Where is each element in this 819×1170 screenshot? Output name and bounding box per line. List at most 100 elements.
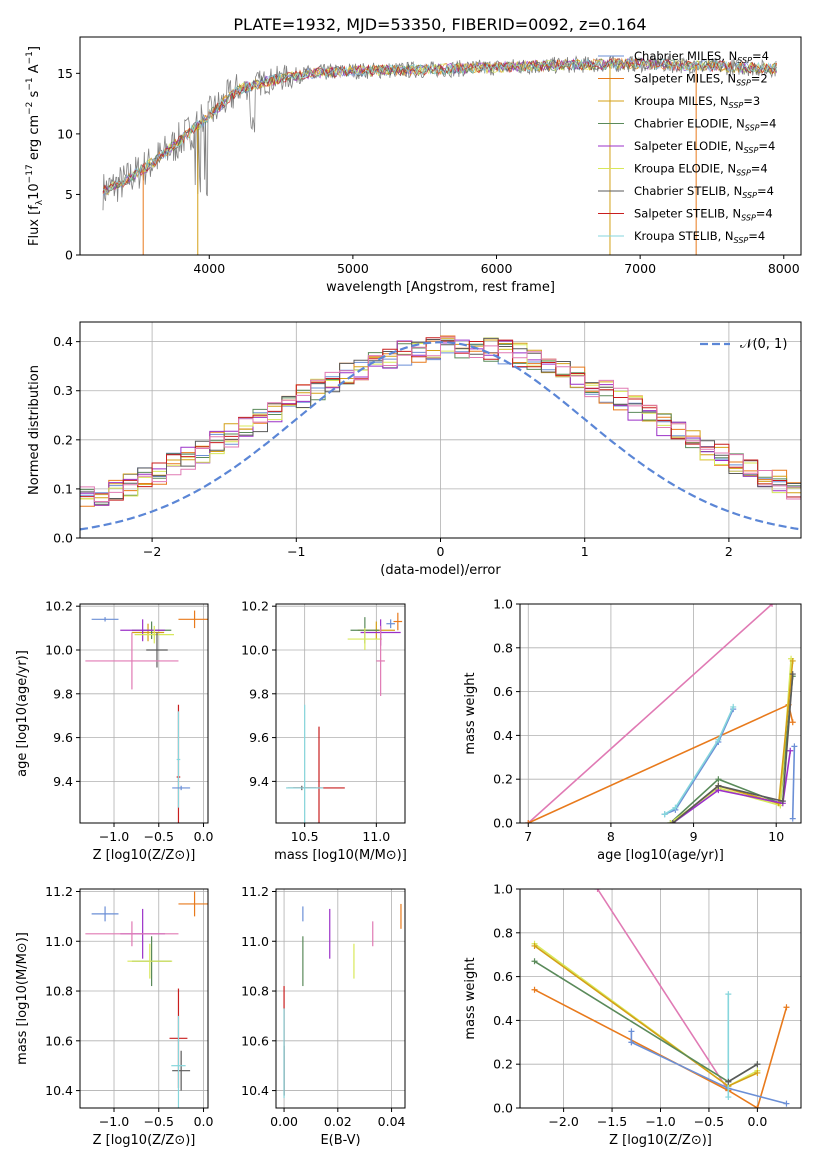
y-tick-label: 9.6 bbox=[249, 730, 269, 745]
model-spectrum-line bbox=[102, 57, 777, 195]
x-tick-label: −0.5 bbox=[694, 1114, 724, 1129]
y-tick-label: 9.4 bbox=[53, 774, 73, 789]
legend-label: Salpeter ELODIE, NSSP=4 bbox=[634, 139, 775, 155]
weight-marker bbox=[715, 776, 722, 783]
weight-series-line bbox=[672, 674, 794, 823]
x-tick-label: 5000 bbox=[337, 261, 369, 276]
y-tick-label: 9.8 bbox=[53, 686, 73, 701]
y-tick-label: 5 bbox=[65, 187, 73, 202]
residual-histogram bbox=[80, 336, 801, 502]
legend-sub: SSP bbox=[742, 191, 757, 200]
legend-label: Salpeter STELIB, NSSP=4 bbox=[634, 207, 773, 223]
y-tick-label: 10.8 bbox=[241, 984, 269, 999]
points-layer bbox=[283, 903, 402, 1099]
legend-sub: SSP bbox=[741, 214, 756, 223]
y-tick-label: 0.2 bbox=[493, 1057, 513, 1072]
x-tick-label: −0.5 bbox=[144, 829, 174, 844]
weight-marker bbox=[715, 782, 722, 789]
weight-marker bbox=[594, 889, 601, 892]
weight-marker bbox=[754, 1061, 761, 1068]
series-layer bbox=[531, 889, 790, 1108]
legend-name: Chabrier STELIB, N bbox=[634, 184, 742, 198]
x-axis-label: wavelength [Angstrom, rest frame] bbox=[326, 280, 555, 295]
age-vs-mass-panel: 10.5 11.0 9.4 9.6 9.8 10.0 10.2 mass [log10(M/M… bbox=[241, 599, 407, 863]
x-tick-label: 7 bbox=[524, 829, 532, 844]
weight-marker bbox=[525, 820, 532, 823]
weight-vs-age-panel: 7 8 9 10 0.0 0.2 0.4 0.6 0.8 1.0 age [log10(age/yr… bbox=[463, 597, 802, 863]
weight-marker bbox=[730, 703, 737, 710]
legend-label: Kroupa ELODIE, NSSP=4 bbox=[634, 162, 768, 178]
x-tick-label: 10.5 bbox=[291, 829, 319, 844]
weight-series-line bbox=[791, 746, 796, 819]
legend-sub: SSP bbox=[734, 236, 749, 245]
y-label-part: −1 bbox=[25, 51, 35, 64]
normal-curve bbox=[80, 341, 801, 531]
weight-series-line bbox=[672, 750, 792, 823]
legend-sub: SSP bbox=[736, 79, 751, 88]
y-tick-label: 10.4 bbox=[241, 1083, 269, 1098]
y-tick-label: 11.0 bbox=[45, 934, 73, 949]
x-axis-label: Z [log10(Z/Z⊙)] bbox=[93, 848, 196, 863]
y-label-part: Flux [f bbox=[27, 205, 42, 246]
legend-name: Salpeter ELODIE, N bbox=[634, 139, 744, 153]
legend-name: Salpeter STELIB, N bbox=[634, 207, 741, 221]
figure-title: PLATE=1932, MJD=53350, FIBERID=0092, z=0… bbox=[233, 15, 646, 34]
plot-frame bbox=[519, 888, 802, 1109]
y-tick-label: 10.2 bbox=[45, 599, 73, 614]
y-label-part: 10 bbox=[27, 183, 42, 200]
spectrum-lines bbox=[102, 54, 777, 255]
x-tick-label: 0.0 bbox=[194, 829, 214, 844]
legend-count: =4 bbox=[756, 207, 773, 221]
x-tick-label: 1 bbox=[581, 544, 589, 559]
y-label-part: −1 bbox=[25, 77, 35, 90]
legend-name: Salpeter MILES, N bbox=[634, 72, 736, 86]
weight-marker bbox=[661, 811, 668, 818]
y-tick-label: 1.0 bbox=[493, 597, 513, 612]
x-tick-label: 8000 bbox=[768, 261, 800, 276]
x-axis-label: age [log10(age/yr)] bbox=[597, 848, 724, 863]
y-tick-label: 0.6 bbox=[493, 684, 513, 699]
y-tick-label: 0.4 bbox=[493, 728, 513, 743]
y-tick-label: 1.0 bbox=[493, 882, 513, 897]
x-axis-label: mass [log10(M/M⊙)] bbox=[274, 848, 407, 863]
mass-vs-ebv-panel: 0.00 0.02 0.04 10.4 10.6 10.8 11.0 11.2 E(B-V) bbox=[241, 884, 405, 1148]
spectrum-panel: 4000 5000 6000 7000 8000 0 5 10 15 wavelength [An… bbox=[25, 36, 802, 295]
legend-label: Salpeter MILES, NSSP=2 bbox=[634, 72, 768, 88]
weight-marker bbox=[725, 1078, 732, 1085]
weight-marker bbox=[789, 671, 796, 678]
y-label-part: A bbox=[27, 64, 42, 77]
y-tick-label: 10.6 bbox=[241, 1033, 269, 1048]
legend-count: =3 bbox=[743, 94, 760, 108]
legend-label: Kroupa STELIB, NSSP=4 bbox=[634, 229, 765, 245]
legend-label: Chabrier STELIB, NSSP=4 bbox=[634, 184, 774, 200]
x-tick-label: 0.0 bbox=[747, 1114, 767, 1129]
x-tick-label: 2 bbox=[725, 544, 733, 559]
weight-marker bbox=[715, 736, 722, 743]
weight-marker bbox=[789, 657, 796, 664]
y-label-part: ] bbox=[27, 46, 42, 51]
legend-name: Kroupa MILES, N bbox=[634, 94, 729, 108]
plot-frame bbox=[79, 888, 209, 1109]
x-axis-label: Z [log10(Z/Z⊙)] bbox=[93, 1133, 196, 1148]
weight-series-line bbox=[527, 703, 794, 823]
y-tick-label: 10.2 bbox=[241, 599, 269, 614]
y-tick-label: 11.2 bbox=[241, 884, 269, 899]
weight-vs-metallicity-panel: −2.0 −1.5 −1.0 −0.5 0.0 0.0 0.2 0.4 0.6 0.8 1.0 Z [… bbox=[463, 882, 802, 1148]
legend-name: Chabrier ELODIE, N bbox=[634, 117, 745, 131]
weight-series-line bbox=[596, 889, 729, 1091]
x-axis-label: (data-model)/error bbox=[380, 563, 501, 578]
residual-histogram-panel: −2 −1 0 1 2 0.0 0.1 0.2 0.3 0.4 (data-model)/error… bbox=[27, 321, 802, 578]
y-tick-label: 0.8 bbox=[493, 640, 513, 655]
plot-frame bbox=[275, 888, 406, 1109]
y-label-part: −17 bbox=[25, 164, 35, 183]
weight-series-line bbox=[664, 706, 734, 815]
weight-marker bbox=[628, 1039, 635, 1046]
x-tick-label: 6000 bbox=[481, 261, 513, 276]
y-tick-label: 9.8 bbox=[249, 686, 269, 701]
y-tick-label: 9.4 bbox=[249, 774, 269, 789]
y-tick-label: 9.6 bbox=[53, 730, 73, 745]
plot-frame bbox=[79, 603, 209, 824]
legend-count: =4 bbox=[751, 162, 768, 176]
points-layer bbox=[85, 610, 208, 823]
weight-marker bbox=[791, 743, 798, 750]
